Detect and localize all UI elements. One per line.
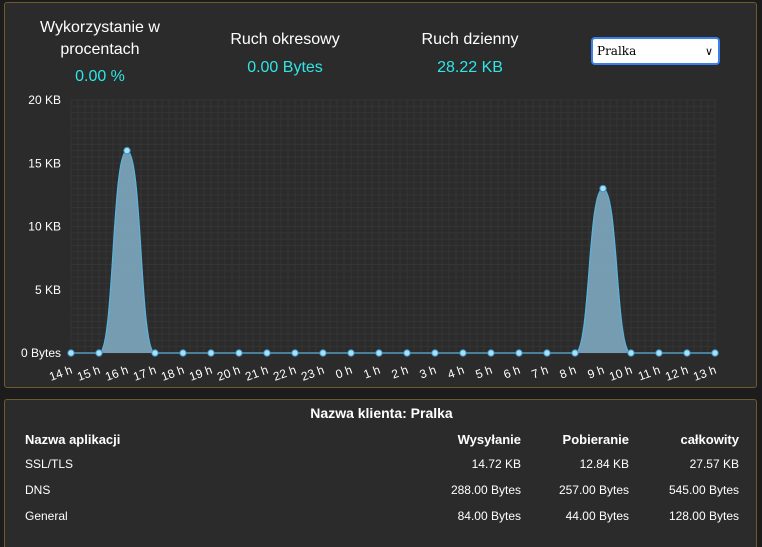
total-cell: 128.00 Bytes xyxy=(668,509,739,523)
chart-point[interactable] xyxy=(655,349,663,357)
daily-traffic-value: 28.22 KB xyxy=(437,59,503,76)
chart-point[interactable] xyxy=(347,349,355,357)
y-tick-label: 20 KB xyxy=(28,93,61,107)
download-cell: 12.84 KB xyxy=(579,457,629,471)
x-tick-label: 8 h xyxy=(558,363,578,382)
y-tick-label: 5 KB xyxy=(35,283,61,297)
x-tick-label: 2 h xyxy=(390,363,410,382)
usage-percent-stat: Wykorzystanie w procentach 0.00 % xyxy=(25,17,175,86)
chart-point[interactable] xyxy=(123,146,131,155)
x-tick-label: 12 h xyxy=(663,363,690,384)
col-total: całkowity xyxy=(680,431,739,447)
x-tick-label: 20 h xyxy=(215,363,242,384)
app-name-cell: General xyxy=(25,509,68,523)
daily-traffic-label: Ruch dzienny xyxy=(421,31,519,48)
x-tick-label: 6 h xyxy=(502,363,522,382)
x-tick-label: 14 h xyxy=(47,363,74,384)
x-tick-label: 7 h xyxy=(530,363,550,382)
upload-cell: 288.00 Bytes xyxy=(450,483,521,497)
client-apps-panel: Nazwa klienta: Pralka Nazwa aplikacji Wy… xyxy=(4,399,757,547)
chart-point[interactable] xyxy=(179,349,187,357)
chart-point[interactable] xyxy=(571,349,579,357)
chart-point[interactable] xyxy=(515,349,523,357)
table-row: SSL/TLS 14.72 KB 12.84 KB 27.57 KB xyxy=(25,451,739,477)
chart-point[interactable] xyxy=(67,349,75,357)
x-tick-label: 5 h xyxy=(474,363,494,382)
x-tick-label: 17 h xyxy=(131,363,158,384)
client-select[interactable]: Pralka ∨ xyxy=(591,37,720,65)
x-tick-label: 21 h xyxy=(243,363,270,384)
chart-point[interactable] xyxy=(459,349,467,357)
client-name-title: Nazwa klienta: Pralka xyxy=(310,405,453,421)
x-tick-label: 9 h xyxy=(586,363,606,382)
chart-point[interactable] xyxy=(319,349,327,357)
col-download: Pobieranie xyxy=(562,431,629,447)
download-cell: 257.00 Bytes xyxy=(558,483,629,497)
period-traffic-value: 0.00 Bytes xyxy=(247,59,323,76)
app-name-cell: DNS xyxy=(25,483,51,497)
table-header-row: Nazwa aplikacji Wysyłanie Pobieranie cał… xyxy=(25,427,739,451)
y-tick-label: 0 Bytes xyxy=(21,346,61,360)
app-name-cell: SSL/TLS xyxy=(25,457,74,471)
client-select-value: Pralka xyxy=(597,44,637,58)
x-tick-label: 4 h xyxy=(446,363,466,382)
daily-traffic-stat: Ruch dzienny 28.22 KB xyxy=(395,29,545,77)
chart-point[interactable] xyxy=(207,349,215,357)
chart-point[interactable] xyxy=(543,349,551,357)
upload-cell: 14.72 KB xyxy=(471,457,521,471)
y-tick-label: 15 KB xyxy=(28,156,61,170)
download-cell: 44.00 Bytes xyxy=(565,509,629,523)
x-tick-label: 13 h xyxy=(691,363,718,384)
chart-point[interactable] xyxy=(599,184,607,193)
x-tick-label: 15 h xyxy=(75,363,102,384)
chart-point[interactable] xyxy=(683,349,691,357)
chart-point[interactable] xyxy=(95,349,103,357)
chart-point[interactable] xyxy=(711,349,719,357)
app-traffic-table: Nazwa aplikacji Wysyłanie Pobieranie cał… xyxy=(25,427,739,529)
x-tick-label: 1 h xyxy=(362,363,382,382)
x-tick-label: 0 h xyxy=(334,363,354,382)
x-tick-label: 11 h xyxy=(636,363,662,384)
chart-point[interactable] xyxy=(403,349,411,357)
col-app-name: Nazwa aplikacji xyxy=(25,431,121,447)
table-row: General 84.00 Bytes 44.00 Bytes 128.00 B… xyxy=(25,503,739,529)
chart-point[interactable] xyxy=(291,349,299,357)
col-upload: Wysyłanie xyxy=(457,431,521,447)
x-tick-label: 3 h xyxy=(418,363,438,382)
x-tick-label: 10 h xyxy=(607,363,634,384)
table-row: DNS 288.00 Bytes 257.00 Bytes 545.00 Byt… xyxy=(25,477,739,503)
chart-point[interactable] xyxy=(431,349,439,357)
x-tick-label: 23 h xyxy=(299,363,326,384)
chart-point[interactable] xyxy=(235,349,243,357)
chart-point[interactable] xyxy=(151,349,159,357)
x-tick-label: 16 h xyxy=(103,363,130,384)
period-traffic-label: Ruch okresowy xyxy=(230,31,340,48)
chevron-down-icon: ∨ xyxy=(704,44,714,58)
total-cell: 27.57 KB xyxy=(689,457,739,471)
total-cell: 545.00 Bytes xyxy=(668,483,739,497)
period-traffic-stat: Ruch okresowy 0.00 Bytes xyxy=(210,29,360,77)
upload-cell: 84.00 Bytes xyxy=(457,509,521,523)
chart-point[interactable] xyxy=(627,349,635,357)
x-tick-label: 22 h xyxy=(271,363,298,384)
traffic-line xyxy=(71,149,715,354)
chart-point[interactable] xyxy=(375,349,383,357)
chart-point[interactable] xyxy=(487,349,495,357)
x-tick-label: 18 h xyxy=(159,363,186,384)
y-tick-label: 10 KB xyxy=(28,220,61,234)
x-tick-label: 19 h xyxy=(187,363,214,384)
chart-point[interactable] xyxy=(263,349,271,357)
traffic-area xyxy=(71,150,715,353)
usage-percent-label: Wykorzystanie w procentach xyxy=(40,19,160,58)
usage-percent-value: 0.00 % xyxy=(75,68,125,85)
